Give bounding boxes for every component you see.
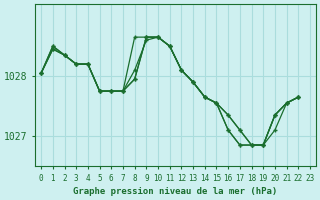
X-axis label: Graphe pression niveau de la mer (hPa): Graphe pression niveau de la mer (hPa) <box>74 187 278 196</box>
